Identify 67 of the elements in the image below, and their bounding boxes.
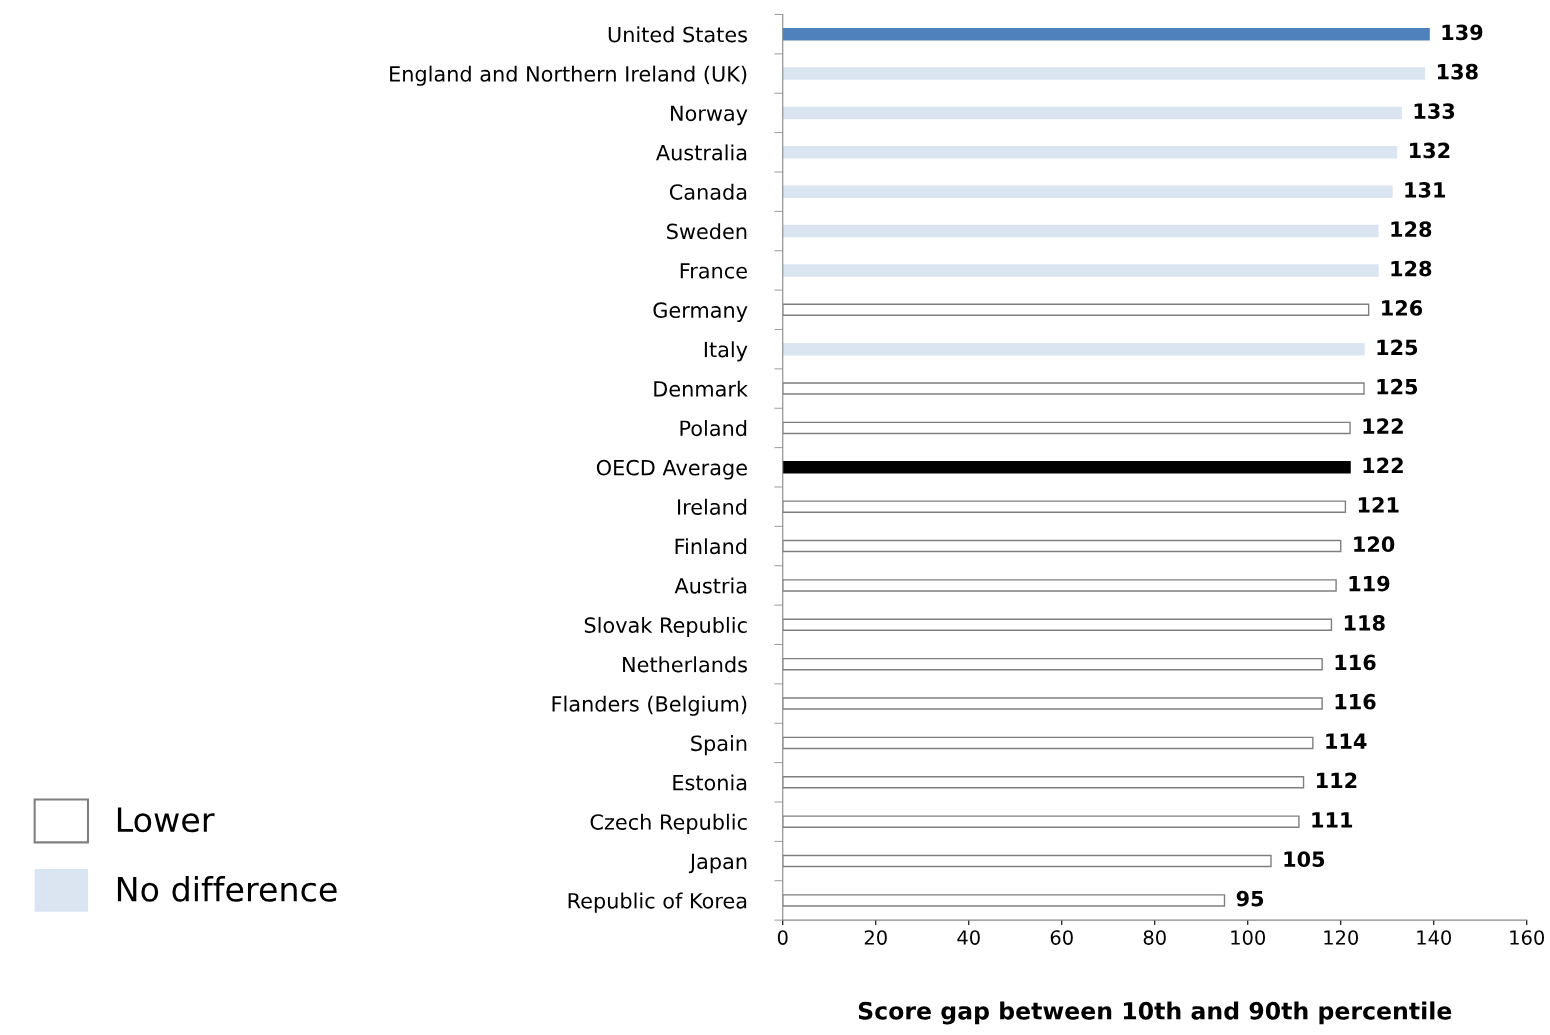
data-label: 114 [1326, 733, 1367, 749]
data-label: 116 [1335, 693, 1376, 710]
data-label: 125 [1377, 378, 1418, 395]
x-tick-label: 80 [1143, 930, 1166, 945]
x-tick-label: 140 [1417, 930, 1452, 945]
y-tick-label: Poland [680, 420, 747, 437]
data-label: 119 [1349, 575, 1390, 592]
y-tick-label: Japan [688, 853, 747, 874]
data-label: 126 [1382, 300, 1423, 316]
bar [782, 224, 1379, 238]
y-tick-label: Germany [653, 302, 748, 323]
data-label: 95 [1236, 890, 1264, 907]
bar [782, 146, 1398, 159]
x-tick-label: 0 [777, 930, 788, 945]
y-tick-label: Canada [669, 183, 747, 200]
bar [782, 67, 1426, 80]
data-label: 105 [1284, 851, 1325, 868]
bar [782, 461, 1351, 474]
y-tick-label: Netherlands [623, 656, 748, 673]
x-tick-label: 120 [1324, 930, 1359, 945]
y-tick-label: Italy [704, 341, 748, 362]
data-label: 121 [1358, 496, 1399, 513]
x-tick-label: 100 [1231, 930, 1266, 945]
data-label: 122 [1363, 418, 1403, 434]
data-label: 111 [1312, 812, 1353, 828]
bar [782, 185, 1393, 198]
x-tick-label: 40 [957, 930, 980, 945]
y-tick-label: Flanders (Belgium) [552, 695, 747, 716]
bar [782, 106, 1402, 120]
data-label: 139 [1442, 24, 1483, 41]
y-tick-label: Denmark [654, 380, 748, 397]
y-tick-label: Czech Republic [590, 813, 747, 834]
y-tick-label: Finland [675, 538, 747, 555]
data-label: 125 [1377, 339, 1418, 356]
data-label: 131 [1405, 181, 1446, 198]
y-tick-label: Ireland [678, 498, 747, 515]
y-tick-label: Sweden [667, 223, 747, 240]
y-tick-label: Republic of Korea [568, 892, 747, 913]
data-label: 138 [1437, 63, 1478, 80]
bar [782, 264, 1379, 277]
x-axis-title: Score gap between 10th and 90th percentile [858, 1001, 1452, 1025]
data-label: 116 [1335, 654, 1376, 671]
y-tick-label: United States [608, 26, 748, 43]
x-tick-label: 160 [1510, 930, 1545, 945]
data-label: 122 [1363, 457, 1403, 474]
data-label: 112 [1317, 772, 1357, 789]
y-tick-label: OECD Average [596, 459, 747, 480]
bar [782, 342, 1365, 356]
data-label: 118 [1344, 615, 1385, 631]
y-tick-label: Norway [671, 105, 748, 126]
legend-label: Lower [117, 807, 215, 833]
data-label: 120 [1354, 536, 1395, 553]
x-tick-label: 20 [864, 930, 887, 945]
y-tick-label: Australia [656, 144, 747, 161]
data-label: 128 [1391, 221, 1432, 238]
y-tick-label: Slovak Republic [584, 616, 747, 638]
y-tick-label: Austria [674, 577, 747, 594]
bar [782, 27, 1430, 41]
data-label: 133 [1414, 103, 1455, 119]
data-label: 132 [1410, 142, 1450, 159]
y-tick-label: Spain [691, 735, 747, 756]
x-tick-label: 60 [1050, 930, 1073, 945]
y-tick-label: England and Northern Ireland (UK) [390, 65, 747, 86]
y-tick-label: Estonia [673, 774, 747, 791]
legend-label: No difference [117, 876, 337, 902]
y-tick-label: France [680, 263, 747, 279]
data-label: 128 [1391, 260, 1432, 277]
